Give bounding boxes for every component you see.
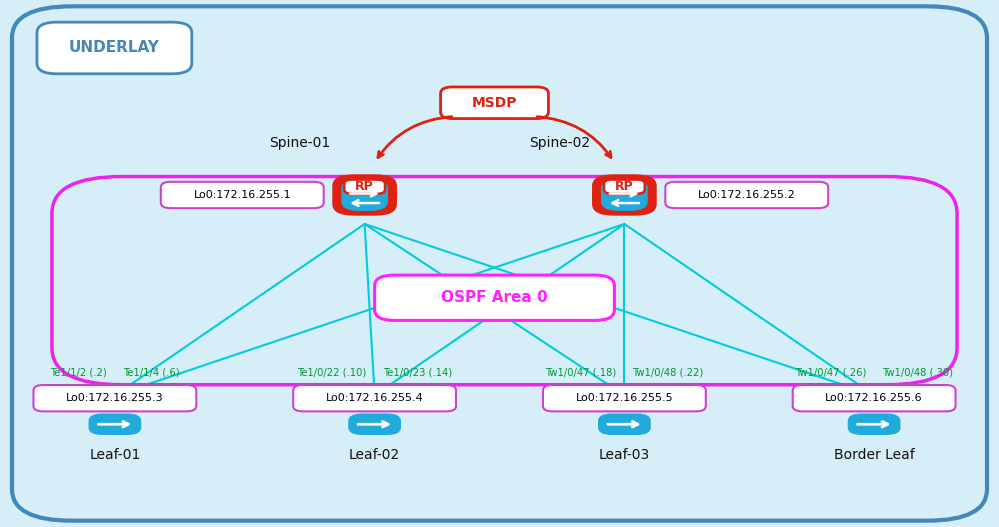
Text: Lo0:172.16.255.3: Lo0:172.16.255.3: [66, 393, 164, 403]
FancyBboxPatch shape: [793, 385, 955, 412]
FancyBboxPatch shape: [12, 6, 987, 521]
Text: Lo0:172.16.255.6: Lo0:172.16.255.6: [825, 393, 923, 403]
FancyBboxPatch shape: [665, 182, 828, 208]
FancyBboxPatch shape: [604, 180, 644, 194]
FancyBboxPatch shape: [161, 182, 324, 208]
Text: RP: RP: [356, 180, 374, 193]
Text: UNDERLAY: UNDERLAY: [69, 41, 159, 55]
FancyBboxPatch shape: [89, 414, 141, 435]
Text: Lo0:172.16.255.2: Lo0:172.16.255.2: [698, 190, 795, 200]
Text: Te1/1/4 (.6): Te1/1/4 (.6): [123, 368, 180, 378]
Text: Te1/1/2 (.2): Te1/1/2 (.2): [50, 368, 107, 378]
FancyBboxPatch shape: [342, 179, 388, 211]
Text: Tw1/0/48 (.22): Tw1/0/48 (.22): [632, 368, 703, 378]
FancyBboxPatch shape: [345, 180, 385, 194]
FancyBboxPatch shape: [592, 174, 656, 216]
Text: Tw1/0/47 (.26): Tw1/0/47 (.26): [795, 368, 866, 378]
Text: OSPF Area 0: OSPF Area 0: [442, 290, 547, 305]
FancyBboxPatch shape: [848, 414, 900, 435]
Text: RP: RP: [615, 180, 633, 193]
Text: Lo0:172.16.255.5: Lo0:172.16.255.5: [575, 393, 673, 403]
Text: Border Leaf: Border Leaf: [834, 448, 914, 462]
FancyBboxPatch shape: [349, 414, 401, 435]
FancyBboxPatch shape: [333, 174, 397, 216]
Text: MSDP: MSDP: [472, 96, 517, 110]
Text: Te1/0/23 (.14): Te1/0/23 (.14): [383, 368, 452, 378]
FancyBboxPatch shape: [598, 414, 650, 435]
Text: Lo0:172.16.255.1: Lo0:172.16.255.1: [194, 190, 291, 200]
Text: Leaf-02: Leaf-02: [349, 448, 401, 462]
Text: Spine-02: Spine-02: [528, 136, 590, 150]
Text: Leaf-03: Leaf-03: [598, 448, 650, 462]
FancyBboxPatch shape: [543, 385, 705, 412]
Text: Tw1/0/47 (.18): Tw1/0/47 (.18): [545, 368, 616, 378]
Text: Spine-01: Spine-01: [269, 136, 331, 150]
FancyBboxPatch shape: [441, 87, 548, 119]
FancyBboxPatch shape: [37, 22, 192, 74]
FancyBboxPatch shape: [294, 385, 456, 412]
Text: Tw1/0/48 (.30): Tw1/0/48 (.30): [882, 368, 953, 378]
Text: Lo0:172.16.255.4: Lo0:172.16.255.4: [326, 393, 424, 403]
FancyBboxPatch shape: [375, 275, 614, 320]
FancyBboxPatch shape: [34, 385, 196, 412]
Text: Te1/0/22 (.10): Te1/0/22 (.10): [298, 368, 367, 378]
Text: Leaf-01: Leaf-01: [89, 448, 141, 462]
FancyBboxPatch shape: [601, 179, 647, 211]
